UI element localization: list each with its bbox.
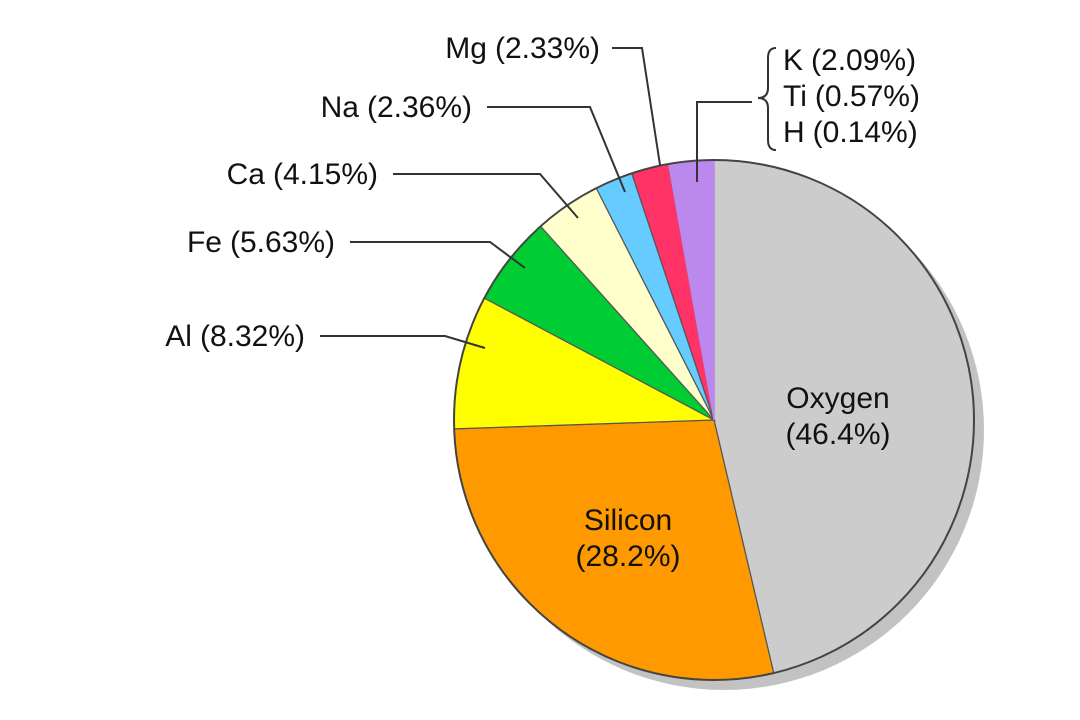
leader-line <box>393 173 579 219</box>
labels: Oxygen(46.4%) Silicon(28.2%) Al (8.32%) Fe (5… <box>165 32 920 573</box>
slice-label: Na (2.36%) <box>321 91 472 124</box>
leader-line <box>612 47 661 166</box>
slice-label: Fe (5.63%) <box>187 226 335 259</box>
value-label: (5.63%) <box>230 226 335 259</box>
category-label: H <box>783 116 805 149</box>
slice-value-label: (28.2%) <box>575 540 680 573</box>
value-label: (0.14%) <box>813 116 918 149</box>
leader-line <box>487 106 626 193</box>
slice-label: Ti (0.57%) <box>783 80 920 113</box>
slice-value-label: (46.4%) <box>785 418 890 451</box>
value-label: (0.57%) <box>815 80 920 113</box>
slice-label: K (2.09%) <box>783 44 916 77</box>
slice-label: Mg (2.33%) <box>445 32 600 65</box>
slice-label: Silicon <box>584 504 672 537</box>
brace <box>757 47 777 151</box>
value-label: (8.32%) <box>200 320 305 353</box>
value-label: (2.33%) <box>495 32 600 65</box>
slice-label: Oxygen <box>786 382 889 415</box>
category-label: Fe <box>187 226 222 259</box>
value-label: (2.09%) <box>811 44 916 77</box>
category-label: Mg <box>445 32 487 65</box>
slice-label: Ca (4.15%) <box>227 158 378 191</box>
leader-line <box>350 241 526 269</box>
category-label: Na <box>321 91 360 124</box>
category-label: Al <box>165 320 192 353</box>
slices <box>453 159 975 681</box>
slice-label: H (0.14%) <box>783 116 918 149</box>
category-label: Ca <box>227 158 266 191</box>
leader-line <box>320 335 486 349</box>
pie-outline <box>453 159 975 681</box>
leader-line <box>696 101 752 182</box>
category-label: K <box>783 44 803 77</box>
value-label: (4.15%) <box>273 158 378 191</box>
value-label: (2.36%) <box>367 91 472 124</box>
slice-label: Al (8.32%) <box>165 320 305 353</box>
category-label: Ti <box>783 80 807 113</box>
